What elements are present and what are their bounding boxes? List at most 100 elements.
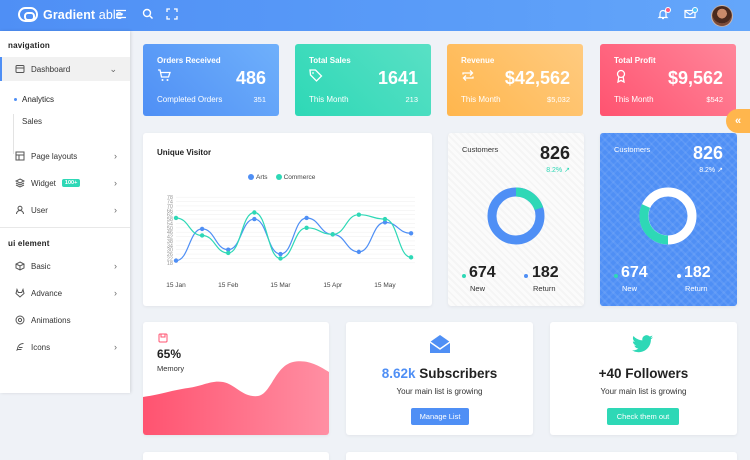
donut-chart — [487, 187, 545, 245]
data-point-arts[interactable] — [252, 216, 257, 222]
check-them-out-button[interactable]: Check them out — [607, 408, 679, 425]
card-title: Customers — [462, 145, 499, 154]
stat-foot-value: $542 — [706, 95, 723, 104]
stat-foot-label: This Month — [309, 95, 349, 104]
stat-foot-value: 213 — [405, 95, 418, 104]
customers-percent: 8.2% ↗ — [699, 167, 723, 174]
y-tick-label: 38 — [167, 239, 173, 245]
tag-icon — [309, 69, 323, 85]
logo[interactable]: Gradient able — [18, 7, 123, 22]
data-point-arts[interactable] — [173, 258, 179, 263]
stat-title: Total Sales — [309, 56, 351, 65]
logo-icon — [18, 7, 38, 22]
memory-label: Memory — [157, 364, 185, 373]
subscribers-subtitle: Your main list is growing — [396, 387, 483, 396]
data-point-commerce[interactable] — [252, 210, 257, 215]
avatar[interactable] — [711, 5, 733, 27]
data-point-arts[interactable] — [304, 215, 309, 221]
stat-value: 1641 — [377, 68, 418, 88]
data-point-arts[interactable] — [408, 231, 414, 236]
return-label: Return — [685, 284, 708, 293]
fullscreen-icon[interactable] — [165, 8, 179, 22]
sidebar-subitem-sales[interactable]: Sales — [22, 117, 43, 126]
data-point-arts[interactable] — [199, 226, 205, 232]
cart-icon — [157, 69, 171, 85]
chevrons-left-icon[interactable]: « — [726, 109, 750, 133]
sidebar-item-dashboard[interactable]: Dashboard ⌄ — [0, 57, 130, 81]
sidebar-divider — [0, 227, 130, 228]
sidebar-item-widget[interactable]: Widget 100+ › — [0, 171, 130, 195]
x-tick-label: 15 Jan — [166, 282, 186, 289]
sidebar-item-animations[interactable]: Animations — [0, 308, 130, 332]
customers-card-blue: Customers 826 8.2% ↗ 674 New 182 Return — [600, 133, 737, 306]
hamburger-icon[interactable] — [114, 8, 128, 22]
data-point-commerce[interactable] — [304, 225, 309, 231]
sidebar-item-label: Icons — [31, 342, 51, 352]
twitter-icon — [632, 335, 654, 358]
new-value: 674 — [469, 264, 496, 281]
user-icon — [15, 205, 25, 215]
submenu-line — [13, 114, 14, 154]
bell-icon[interactable] — [656, 8, 670, 22]
x-tick-label: 15 Feb — [218, 282, 239, 289]
sidebar-item-page-layouts[interactable]: Page layouts › — [0, 144, 130, 168]
sidebar-item-label: Dashboard — [31, 64, 71, 74]
sidebar-subitem-analytics[interactable]: Analytics — [13, 95, 55, 104]
chart-legend: Arts Commerce — [248, 174, 315, 181]
data-point-arts[interactable] — [278, 251, 283, 257]
search-icon[interactable] — [141, 8, 155, 22]
sidebar-item-user[interactable]: User › — [0, 198, 130, 222]
sidebar-item-label: Animations — [31, 315, 71, 325]
y-tick-label: 78 — [167, 195, 173, 201]
y-tick-label: 42 — [167, 235, 173, 241]
y-tick-label: 58 — [167, 217, 173, 223]
sidebar-item-label: Advance — [31, 288, 63, 298]
memory-area-chart — [143, 361, 329, 435]
return-dot — [677, 274, 681, 278]
manage-list-button[interactable]: Manage List — [411, 408, 469, 425]
trending-up-icon: ↗ — [717, 167, 723, 174]
partial-card — [346, 452, 737, 460]
stat-title: Orders Received — [157, 56, 221, 65]
legend-item-arts[interactable]: Arts — [248, 174, 268, 181]
y-tick-label: 66 — [167, 208, 173, 214]
followers-title: +40 Followers — [598, 366, 689, 381]
stat-card-orders: Orders Received 486 Completed Orders 351 — [143, 44, 279, 116]
data-point-commerce[interactable] — [382, 216, 388, 222]
y-tick-label: 18 — [167, 261, 173, 267]
new-dot — [614, 274, 618, 278]
data-point-commerce[interactable] — [356, 212, 362, 217]
data-point-commerce[interactable] — [173, 215, 179, 221]
stat-foot-label: This Month — [461, 95, 501, 104]
sidebar-item-icons[interactable]: Icons › — [0, 335, 130, 359]
data-point-arts[interactable] — [226, 247, 231, 252]
data-point-arts[interactable] — [356, 249, 362, 255]
sidebar-item-basic[interactable]: Basic › — [0, 254, 130, 278]
return-label: Return — [533, 284, 556, 293]
data-point-commerce[interactable] — [226, 250, 231, 256]
y-tick-label: 62 — [167, 213, 173, 219]
data-point-arts[interactable] — [382, 220, 388, 225]
data-point-commerce[interactable] — [330, 232, 335, 237]
chevron-right-icon: › — [114, 288, 117, 298]
stat-title: Revenue — [461, 56, 495, 65]
sidebar-item-advance[interactable]: Advance › — [0, 281, 130, 305]
customers-value: 826 — [539, 143, 570, 163]
widget-badge: 100+ — [61, 179, 81, 187]
memory-percent: 65% — [157, 347, 182, 361]
customers-card-light: Customers 826 8.2% ↗ 674 New 182 Return — [448, 133, 584, 306]
data-point-commerce[interactable] — [278, 256, 283, 261]
top-header: Gradient able — [0, 0, 750, 31]
chevron-right-icon: › — [114, 178, 117, 188]
y-tick-label: 50 — [167, 226, 173, 232]
data-point-commerce[interactable] — [199, 233, 205, 238]
y-tick-label: 46 — [167, 230, 173, 236]
legend-item-commerce[interactable]: Commerce — [275, 174, 315, 181]
stat-card-revenue: Revenue $42,562 This Month $5,032 — [447, 44, 583, 116]
x-tick-label: 15 Mar — [270, 282, 291, 289]
data-point-commerce[interactable] — [408, 255, 414, 260]
y-tick-label: 74 — [167, 200, 173, 206]
chevron-down-icon: ⌄ — [109, 64, 117, 74]
chevron-right-icon: › — [114, 342, 117, 352]
notification-badge — [665, 7, 671, 13]
